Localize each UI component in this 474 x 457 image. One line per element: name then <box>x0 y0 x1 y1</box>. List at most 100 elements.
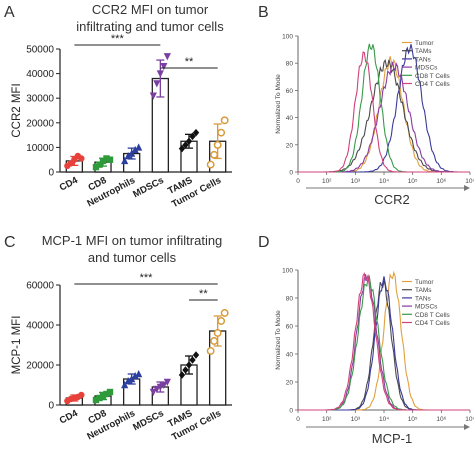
x-axis-label: CCR2 <box>374 192 409 207</box>
x-tick-label: CD4 <box>58 408 81 427</box>
x-tick-label: 10⁴ <box>379 416 389 423</box>
x-tick-label: 10⁴ <box>379 178 389 185</box>
panel-a-title-line2: infiltrating and tumor cells <box>76 19 224 34</box>
y-axis-label: Normalized To Mode <box>275 74 282 134</box>
x-tick-label: 0 <box>296 416 300 423</box>
panel-a-title-line1: CCR2 MFI on tumor <box>92 2 209 17</box>
data-point <box>206 347 215 355</box>
data-point <box>163 53 171 61</box>
data-point <box>121 156 129 165</box>
data-point <box>153 80 161 88</box>
y-tick-label: 20 <box>286 142 294 149</box>
data-point <box>160 63 168 71</box>
x-tick-label: 10⁷ <box>465 416 474 423</box>
panel-c-title-line2: and tumor cells <box>88 250 177 265</box>
histogram-line <box>298 272 470 411</box>
data-point <box>220 116 229 125</box>
data-point <box>185 137 193 146</box>
data-point <box>106 156 114 163</box>
data-point <box>192 351 200 359</box>
legend-label: CD8 T Cells <box>415 73 451 80</box>
data-point <box>178 144 186 153</box>
data-point <box>178 371 186 379</box>
significance-label: *** <box>111 33 125 45</box>
histogram-line <box>298 51 470 173</box>
y-tick-label: 40000 <box>26 69 54 80</box>
legend-label: TAMs <box>415 287 432 294</box>
data-point <box>106 388 114 396</box>
legend-label: TANs <box>415 56 432 63</box>
data-point <box>163 378 171 386</box>
x-tick-label: 10³ <box>351 178 361 185</box>
y-tick-label: 20 <box>286 380 294 387</box>
data-point <box>99 392 107 400</box>
data-point <box>99 157 107 165</box>
data-point <box>192 128 200 137</box>
x-tick-label: CD4 <box>58 175 81 194</box>
data-point <box>135 370 143 378</box>
panel-letter-b: B <box>258 4 269 21</box>
data-point <box>149 388 157 396</box>
x-tick-label: 10² <box>322 416 332 423</box>
data-point <box>131 145 139 154</box>
x-axis-label: MCP-1 <box>372 431 412 446</box>
y-tick-label: 40 <box>286 352 294 359</box>
data-point <box>78 155 85 162</box>
data-point <box>220 309 229 317</box>
legend-label: CD4 T Cells <box>415 81 451 88</box>
y-tick-label: 0 <box>289 408 293 415</box>
x-tick-label: 0 <box>296 178 300 185</box>
data-point <box>213 329 222 337</box>
x-tick-label: 10⁶ <box>436 178 446 185</box>
x-tick-label: 10⁷ <box>465 178 474 185</box>
y-tick-label: 20000 <box>26 118 54 129</box>
legend-label: MDSCs <box>415 304 438 311</box>
data-point <box>124 152 132 160</box>
x-axis-arrow-head <box>464 424 470 430</box>
data-point <box>217 128 226 137</box>
data-point <box>156 70 164 78</box>
y-tick-label: 40000 <box>26 321 54 332</box>
data-point <box>96 161 103 168</box>
data-point <box>206 160 215 169</box>
data-point <box>213 140 222 149</box>
y-tick-label: 100 <box>282 34 293 41</box>
x-tick-label: MDSCs <box>131 175 166 200</box>
y-tick-label: 80 <box>286 296 294 303</box>
panel-c-title-line1: MCP-1 MFI on tumor infiltrating <box>42 233 223 248</box>
data-point <box>92 163 100 171</box>
legend-label: Tumor <box>415 279 434 286</box>
data-point <box>189 132 196 141</box>
significance-label: ** <box>199 288 208 300</box>
legend-label: TANs <box>415 295 432 302</box>
y-axis-label: CCR2 MFI <box>11 83 23 137</box>
significance-label: *** <box>140 272 154 284</box>
data-point <box>210 337 219 345</box>
y-tick-label: 60000 <box>26 281 54 292</box>
data-point <box>96 394 103 402</box>
data-point <box>128 375 136 383</box>
y-tick-label: 0 <box>48 168 54 179</box>
data-point <box>128 149 136 157</box>
data-point <box>121 381 129 389</box>
data-point <box>103 390 110 398</box>
data-point <box>149 92 157 100</box>
x-tick-label: MDSCs <box>131 408 166 433</box>
data-point <box>131 372 139 380</box>
data-point <box>135 143 143 151</box>
y-tick-label: 60 <box>286 324 294 331</box>
data-point <box>124 377 132 385</box>
data-point <box>182 366 189 374</box>
legend-label: Tumor <box>415 40 434 47</box>
data-point <box>189 356 196 364</box>
y-tick-label: 30000 <box>26 94 54 105</box>
x-tick-label: 10⁶ <box>436 416 446 423</box>
data-point <box>210 150 219 159</box>
panel-letter-a: A <box>4 4 15 21</box>
y-tick-label: 60 <box>286 88 294 95</box>
panel-b-flow-histogram: 0 20 40 60 80 100 0 10² 10³ 10⁴ 10⁵ 10⁶ 10⁷ Normalize… <box>275 34 474 208</box>
x-axis-arrow-head <box>464 185 470 191</box>
data-point <box>185 361 193 369</box>
data-point <box>160 381 168 389</box>
